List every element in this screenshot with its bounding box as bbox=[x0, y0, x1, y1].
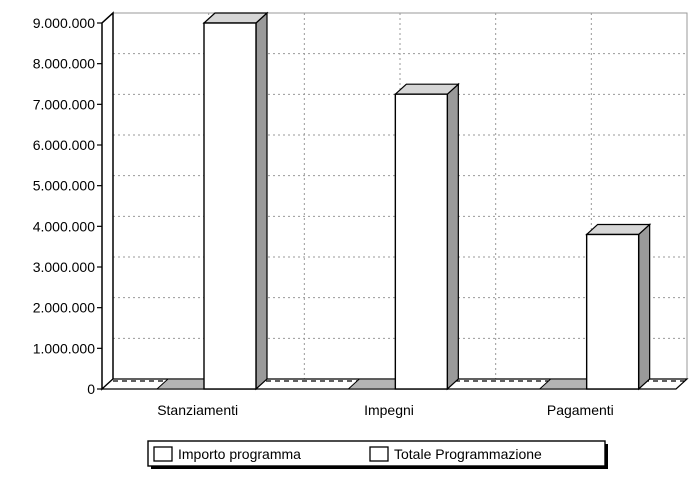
plot-left-wall bbox=[101, 11, 114, 391]
x-tick-label: Pagamenti bbox=[547, 402, 614, 418]
bar-totale-programmazione-top bbox=[202, 12, 269, 24]
y-tick-label: 6.000.000 bbox=[33, 137, 95, 153]
bar-totale-programmazione bbox=[585, 223, 652, 391]
y-tick-label: 3.000.000 bbox=[33, 259, 95, 275]
y-tick-label: 8.000.000 bbox=[33, 56, 95, 72]
bar-layer bbox=[155, 11, 652, 391]
bar-totale-programmazione bbox=[393, 82, 460, 391]
y-tick-label: 4.000.000 bbox=[33, 218, 95, 234]
bar-totale-programmazione bbox=[202, 11, 269, 391]
legend-swatch bbox=[153, 446, 173, 462]
x-tick-label: Stanziamenti bbox=[157, 402, 238, 418]
y-tick-label: 7.000.000 bbox=[33, 96, 95, 112]
bar-totale-programmazione-top bbox=[393, 83, 460, 95]
bar-totale-programmazione-side bbox=[638, 223, 651, 391]
y-tick-label: 0 bbox=[87, 381, 95, 397]
bar-totale-programmazione-side bbox=[446, 82, 459, 391]
bar-totale-programmazione-side bbox=[255, 11, 268, 391]
x-tick-label: Impegni bbox=[364, 402, 414, 418]
category-layer: Stanziamenti Impegni Pagamenti bbox=[157, 402, 614, 418]
legend: Importo programma Totale Programmazione bbox=[147, 440, 608, 469]
bar-totale-programmazione-front bbox=[585, 233, 640, 390]
legend-swatch bbox=[369, 446, 389, 462]
y-tick-label: 1.000.000 bbox=[33, 340, 95, 356]
tick-layer: 0 1.000.000 2.000.000 3.000.000 4.000.000 5.0… bbox=[33, 15, 102, 397]
legend-label: Importo programma bbox=[178, 446, 301, 462]
y-tick-label: 5.000.000 bbox=[33, 178, 95, 194]
bar-totale-programmazione-front bbox=[203, 22, 257, 390]
bar-totale-programmazione-top bbox=[585, 223, 652, 236]
y-tick-label: 9.000.000 bbox=[33, 15, 95, 31]
y-tick-label: 2.000.000 bbox=[33, 300, 95, 316]
bar-totale-programmazione-front bbox=[394, 93, 449, 390]
legend-label: Totale Programmazione bbox=[394, 446, 542, 462]
